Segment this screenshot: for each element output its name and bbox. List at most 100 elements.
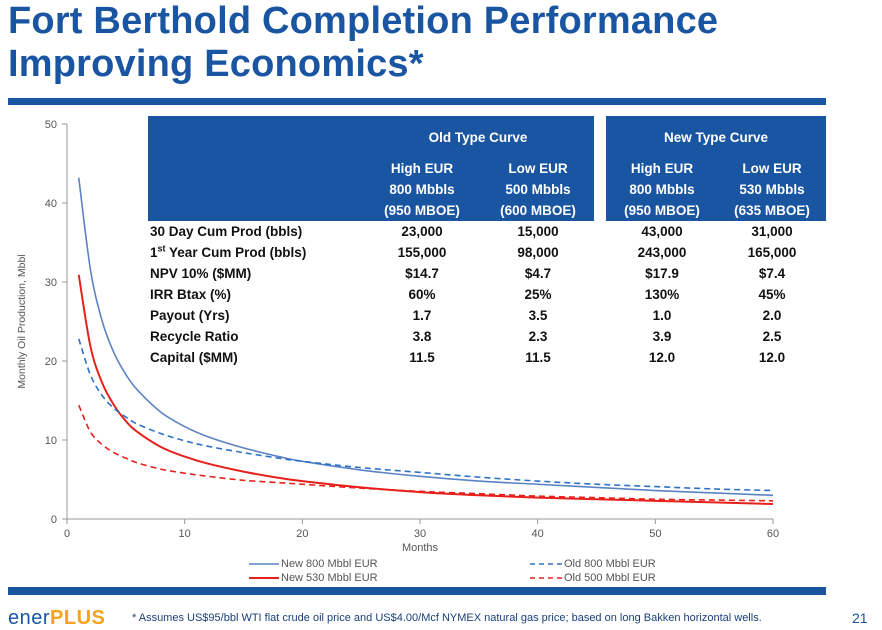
cell: 11.5 <box>362 347 482 368</box>
cell: 11.5 <box>482 347 594 368</box>
table-row: Recycle Ratio 3.8 2.3 3.9 2.5 <box>148 326 826 347</box>
table-row: Capital ($MM) 11.5 11.5 12.0 12.0 <box>148 347 826 368</box>
y-tick-label: 10 <box>45 435 57 447</box>
col-header-new-high: High EUR 800 Mbbls (950 MBOE) <box>606 158 718 221</box>
top-divider <box>8 98 826 105</box>
row-label: Payout (Yrs) <box>148 305 362 326</box>
cell: 1.0 <box>606 305 718 326</box>
col-header-line: Low EUR <box>508 161 568 176</box>
table-row: Payout (Yrs) 1.7 3.5 1.0 2.0 <box>148 305 826 326</box>
col-header-line: 530 Mbbls <box>739 182 805 197</box>
legend-item: Old 500 Mbbl EUR <box>530 572 656 584</box>
col-header-line: High EUR <box>630 161 694 176</box>
table-col-header-row: High EUR 800 Mbbls (950 MBOE) Low EUR 50… <box>148 158 826 221</box>
col-header-line: 800 Mbbls <box>389 182 455 197</box>
bottom-divider <box>8 587 826 595</box>
table-group-header-row: Old Type Curve New Type Curve <box>148 116 826 368</box>
col-header-line: (950 MBOE) <box>624 203 700 218</box>
y-tick-label: 50 <box>45 119 57 131</box>
cell: $7.4 <box>718 263 826 284</box>
legend-item: New 530 Mbbl EUR <box>249 572 378 584</box>
table-corner-cell <box>148 116 362 221</box>
cell: 130% <box>606 284 718 305</box>
x-axis-label: Months <box>402 542 439 554</box>
x-tick-label: 30 <box>414 528 426 540</box>
y-axis-label: Monthly Oil Production, Mbbl <box>16 254 28 388</box>
y-tick-label: 0 <box>51 514 57 526</box>
cell: 60% <box>362 284 482 305</box>
col-header-line: (600 MBOE) <box>500 203 576 218</box>
cell: 165,000 <box>718 242 826 263</box>
legend-label: Old 800 Mbbl EUR <box>564 558 656 570</box>
logo-part: ener <box>8 607 51 629</box>
footnote: * Assumes US$95/bbl WTI flat crude oil p… <box>132 612 762 624</box>
y-tick-label: 20 <box>45 356 57 368</box>
table-row: 1st Year Cum Prod (bbls) 155,000 98,000 … <box>148 242 826 263</box>
row-label: 1st Year Cum Prod (bbls) <box>148 242 362 263</box>
cell: 3.5 <box>482 305 594 326</box>
row-label: Capital ($MM) <box>148 347 362 368</box>
legend-swatch-old-800 <box>530 563 562 565</box>
row-label: Recycle Ratio <box>148 326 362 347</box>
row-label-part: Year Cum Prod (bbls) <box>165 245 307 260</box>
col-header-old-high: High EUR 800 Mbbls (950 MBOE) <box>362 158 482 221</box>
cell: 45% <box>718 284 826 305</box>
col-header-line: High EUR <box>390 161 454 176</box>
legend-label: New 530 Mbbl EUR <box>281 572 378 584</box>
table-row: 30 Day Cum Prod (bbls) 23,000 15,000 43,… <box>148 221 826 242</box>
footer: enerPLUS * Assumes US$95/bbl WTI flat cr… <box>8 607 878 630</box>
legend-label: Old 500 Mbbl EUR <box>564 572 656 584</box>
cell: 43,000 <box>606 221 718 242</box>
cell: 2.5 <box>718 326 826 347</box>
cell: $4.7 <box>482 263 594 284</box>
col-header-old-low: Low EUR 500 Mbbls (600 MBOE) <box>482 158 594 221</box>
series-line-2 <box>78 338 774 492</box>
cell: 23,000 <box>362 221 482 242</box>
cell: 15,000 <box>482 221 594 242</box>
legend-swatch-new-530 <box>249 577 279 579</box>
table-row: NPV 10% ($MM) $14.7 $4.7 $17.9 $7.4 <box>148 263 826 284</box>
enerplus-logo: enerPLUS <box>8 607 105 630</box>
row-label-sup: st <box>157 243 166 254</box>
row-label: NPV 10% ($MM) <box>148 263 362 284</box>
legend-item: New 800 Mbbl EUR <box>249 558 378 570</box>
col-header-line: (635 MBOE) <box>734 203 810 218</box>
slide-title-line-1: Fort Berthold Completion Performance <box>8 0 719 42</box>
table-gap <box>594 116 606 368</box>
legend-swatch-new-800 <box>249 563 279 565</box>
col-header-line: 800 Mbbls <box>629 182 695 197</box>
cell: $14.7 <box>362 263 482 284</box>
cell: 98,000 <box>482 242 594 263</box>
cell: 155,000 <box>362 242 482 263</box>
cell: 12.0 <box>718 347 826 368</box>
legend-swatch-old-500 <box>530 577 562 579</box>
economics-table: Old Type Curve New Type Curve High EUR 8… <box>148 116 826 368</box>
cell: 243,000 <box>606 242 718 263</box>
x-tick-label: 10 <box>179 528 191 540</box>
cell: 12.0 <box>606 347 718 368</box>
cell: 31,000 <box>718 221 826 242</box>
series-line-0 <box>77 177 774 497</box>
cell: 3.9 <box>606 326 718 347</box>
group-header-new: New Type Curve <box>606 116 826 158</box>
cell: 2.3 <box>482 326 594 347</box>
col-header-line: (950 MBOE) <box>384 203 460 218</box>
cell: $17.9 <box>606 263 718 284</box>
x-tick-label: 20 <box>296 528 308 540</box>
col-header-line: 500 Mbbls <box>505 182 571 197</box>
cell: 3.8 <box>362 326 482 347</box>
series-line-1 <box>77 274 774 505</box>
legend-label: New 800 Mbbl EUR <box>281 558 378 570</box>
group-header-old: Old Type Curve <box>362 116 594 158</box>
col-header-line: Low EUR <box>742 161 802 176</box>
x-tick-label: 0 <box>64 528 70 540</box>
x-tick-label: 50 <box>649 528 661 540</box>
row-label: 30 Day Cum Prod (bbls) <box>148 221 362 242</box>
col-header-new-low: Low EUR 530 Mbbls (635 MBOE) <box>718 158 826 221</box>
cell: 2.0 <box>718 305 826 326</box>
row-label: IRR Btax (%) <box>148 284 362 305</box>
y-tick-label: 40 <box>45 198 57 210</box>
chart-legend: New 800 Mbbl EUR New 530 Mbbl EUR Old 80… <box>0 555 882 587</box>
row-label-part: 1 <box>150 245 158 260</box>
x-tick-label: 40 <box>532 528 544 540</box>
